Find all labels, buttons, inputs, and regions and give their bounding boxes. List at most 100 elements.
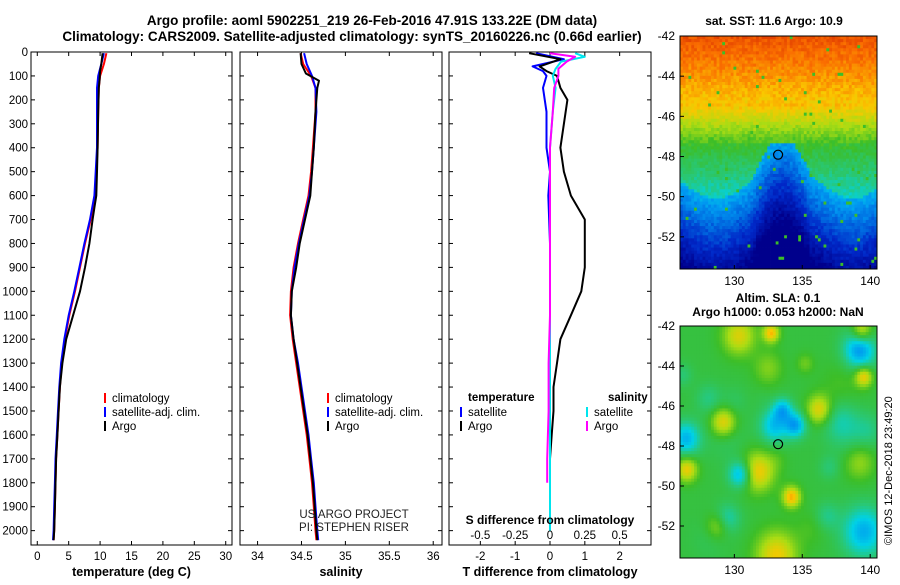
heatmap-cell <box>866 189 869 192</box>
heatmap-cell <box>781 100 784 103</box>
heatmap-cell <box>843 54 846 57</box>
heatmap-cell <box>795 205 798 208</box>
heatmap-cell <box>835 88 838 91</box>
heatmap-cell <box>829 113 832 116</box>
heatmap-cell <box>801 171 804 174</box>
heatmap-cell <box>694 97 697 100</box>
heatmap-cell <box>846 171 849 174</box>
heatmap-cell <box>688 88 691 91</box>
heatmap-cell <box>829 174 832 177</box>
heatmap-cell <box>835 195 838 198</box>
heatmap-cell <box>812 110 815 113</box>
heatmap-cell <box>812 159 815 162</box>
heatmap-cell <box>770 61 773 64</box>
heatmap-cell <box>852 110 855 113</box>
heatmap-cell <box>770 73 773 76</box>
heatmap-cell <box>787 67 790 70</box>
heatmap-cell <box>835 214 838 217</box>
heatmap-cell <box>742 61 745 64</box>
heatmap-cell <box>764 76 767 79</box>
heatmap-cell <box>708 113 711 116</box>
heatmap-cell <box>764 217 767 220</box>
heatmap-cell <box>688 36 691 39</box>
heatmap-cell <box>781 229 784 232</box>
depth-tick-label: 1000 <box>2 286 28 298</box>
heatmap-cell <box>852 162 855 165</box>
heatmap-cell <box>784 168 787 171</box>
heatmap-cell <box>849 45 852 48</box>
heatmap-cell <box>683 61 686 64</box>
heatmap-cell <box>748 217 751 220</box>
heatmap-cell <box>739 67 742 70</box>
heatmap-cell <box>826 131 829 134</box>
heatmap-cell <box>854 134 857 137</box>
heatmap-cell <box>843 119 846 122</box>
heatmap-cell <box>705 125 708 128</box>
heatmap-cell <box>818 107 821 110</box>
heatmap-cell <box>722 70 725 73</box>
x-tick-label: 25 <box>188 551 201 563</box>
heatmap-cell <box>722 131 725 134</box>
heatmap-cell <box>686 146 689 149</box>
heatmap-cell <box>731 39 734 42</box>
heatmap-cell <box>759 54 762 57</box>
heatmap-cell <box>781 125 784 128</box>
heatmap-cell <box>739 45 742 48</box>
heatmap-cell <box>686 186 689 189</box>
heatmap-cell <box>854 156 857 159</box>
heatmap-cell <box>776 64 779 67</box>
heatmap-cell <box>829 183 832 186</box>
heatmap-cell <box>838 217 841 220</box>
heatmap-cell <box>764 79 767 82</box>
heatmap-cell <box>770 128 773 131</box>
s-tick-label: -0.5 <box>470 530 490 542</box>
heatmap-cell <box>773 64 776 67</box>
heatmap-cell <box>866 143 869 146</box>
heatmap-cell <box>812 177 815 180</box>
heatmap-cell <box>694 211 697 214</box>
heatmap-cell <box>829 73 832 76</box>
heatmap-cell <box>700 137 703 140</box>
heatmap-cell <box>770 134 773 137</box>
heatmap-cell <box>787 39 790 42</box>
heatmap-cell <box>869 91 872 94</box>
heatmap-cell <box>798 195 801 198</box>
heatmap-cell <box>722 238 725 241</box>
heatmap-cell <box>694 186 697 189</box>
heatmap-cell <box>764 153 767 156</box>
heatmap-cell <box>750 159 753 162</box>
heatmap-cell <box>846 159 849 162</box>
heatmap-cell <box>849 149 852 152</box>
heatmap-cell <box>764 107 767 110</box>
heatmap-cell <box>821 223 824 226</box>
heatmap-cell <box>714 70 717 73</box>
heatmap-cell <box>838 149 841 152</box>
heatmap-cell <box>717 122 720 125</box>
heatmap-cell <box>764 220 767 223</box>
heatmap-cell <box>787 61 790 64</box>
heatmap-cell <box>818 122 821 125</box>
heatmap-cell <box>784 97 787 100</box>
heatmap-cell <box>686 128 689 131</box>
heatmap-cell <box>753 202 756 205</box>
heatmap-cell <box>807 128 810 131</box>
heatmap-cell <box>753 116 756 119</box>
heatmap-cell <box>705 186 708 189</box>
heatmap-cell <box>812 198 815 201</box>
heatmap-cell <box>849 235 852 238</box>
heatmap-cell <box>835 177 838 180</box>
heatmap-cell <box>795 39 798 42</box>
heatmap-cell <box>694 131 697 134</box>
heatmap-cell <box>722 165 725 168</box>
heatmap-cell <box>863 235 866 238</box>
heatmap-cell <box>815 57 818 60</box>
heatmap-cell <box>728 97 731 100</box>
heatmap-cell <box>694 192 697 195</box>
heatmap-cell <box>812 226 815 229</box>
heatmap-cell <box>700 97 703 100</box>
heatmap-cell <box>759 208 762 211</box>
heatmap-cell <box>711 97 714 100</box>
heatmap-cell <box>733 110 736 113</box>
depth-tick-label: 800 <box>9 238 28 250</box>
heatmap-cell <box>793 140 796 143</box>
